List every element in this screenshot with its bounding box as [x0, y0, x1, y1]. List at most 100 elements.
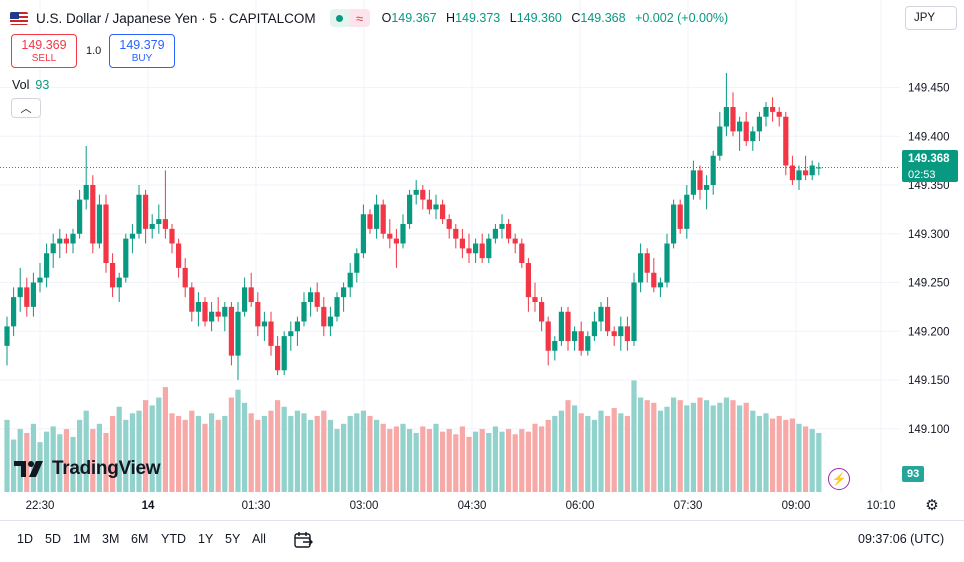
- candle-body: [710, 155, 716, 185]
- candle: [24, 277, 30, 317]
- volume-tag: 93: [902, 466, 924, 482]
- candle-body: [737, 121, 743, 132]
- candle: [176, 238, 182, 278]
- currency-selector[interactable]: JPY: [905, 6, 957, 30]
- candle: [255, 292, 261, 337]
- range-5d-button[interactable]: 5D: [45, 532, 61, 546]
- utc-clock[interactable]: 09:37:06 (UTC): [858, 532, 945, 546]
- candle: [440, 199, 446, 224]
- range-1d-button[interactable]: 1D: [17, 532, 33, 546]
- candle-body: [162, 219, 168, 229]
- volume-bar: [459, 426, 465, 492]
- volume-bar: [525, 431, 531, 492]
- chart-area[interactable]: 149.450 149.400 149.350 149.300 149.250 149.2…: [0, 0, 964, 518]
- candle: [545, 316, 551, 366]
- candle: [11, 287, 17, 337]
- candle-body: [426, 199, 432, 210]
- bar-countdown: 02:53: [908, 169, 936, 181]
- volume-bar: [17, 429, 23, 492]
- price-tick-label: 149.100: [908, 424, 950, 436]
- volume-bar: [387, 429, 393, 492]
- gear-icon[interactable]: ⚙: [925, 497, 939, 514]
- range-3m-button[interactable]: 3M: [102, 532, 120, 546]
- candle: [671, 199, 677, 249]
- buy-price: 149.379: [119, 38, 165, 52]
- time-tick-label: 10:10: [867, 500, 896, 512]
- volume-bar: [578, 413, 584, 492]
- candle-body: [525, 263, 531, 298]
- volume-bar: [558, 410, 564, 492]
- calendar-goto-icon[interactable]: [292, 529, 314, 551]
- candle-body: [756, 116, 762, 132]
- candle: [532, 282, 538, 312]
- range-1m-button[interactable]: 1M: [73, 532, 91, 546]
- sell-button[interactable]: 149.369 SELL: [11, 34, 77, 68]
- candle: [44, 243, 50, 288]
- candlestick-chart[interactable]: 149.450 149.400 149.350 149.300 149.250 149.2…: [0, 0, 964, 518]
- candle-body: [486, 238, 492, 259]
- candle: [341, 282, 347, 312]
- volume-bar: [11, 439, 17, 492]
- candle-body: [598, 306, 604, 322]
- candle-body: [255, 302, 261, 327]
- candle: [611, 326, 617, 346]
- candle-body: [156, 219, 162, 224]
- spread-value: 1.0: [86, 45, 102, 57]
- range-all-button[interactable]: All: [252, 532, 266, 546]
- candle: [209, 302, 215, 332]
- price-tick-label: 149.350: [908, 180, 950, 192]
- candle: [360, 204, 366, 259]
- volume-bar: [294, 410, 300, 492]
- volume-bar: [671, 397, 677, 492]
- lightning-icon[interactable]: ⚡: [828, 468, 850, 490]
- collapse-legend-button[interactable]: ︿: [11, 98, 41, 118]
- tradingview-logo[interactable]: TradingView: [14, 458, 161, 480]
- candle: [169, 224, 175, 254]
- volume-bar: [770, 418, 776, 492]
- volume-bar: [638, 397, 644, 492]
- volume-bar: [644, 400, 650, 492]
- volume-bar: [651, 402, 657, 492]
- candle-body: [466, 248, 472, 254]
- range-5y-button[interactable]: 5Y: [225, 532, 241, 546]
- candle: [294, 316, 300, 346]
- symbol-title[interactable]: U.S. Dollar / Japanese Yen · 5 · CAPITAL…: [36, 10, 316, 26]
- volume-bar: [235, 389, 241, 492]
- volume-bar: [354, 413, 360, 492]
- candle-body: [730, 107, 736, 132]
- candle: [809, 160, 815, 181]
- volume-bar: [268, 410, 274, 492]
- volume-bar: [783, 419, 789, 492]
- buy-button[interactable]: 149.379 BUY: [109, 34, 175, 68]
- volume-bar: [697, 397, 703, 492]
- range-1y-button[interactable]: 1Y: [198, 532, 214, 546]
- volume-bar: [631, 380, 637, 492]
- range-ytd-button[interactable]: YTD: [161, 532, 186, 546]
- range-6m-button[interactable]: 6M: [131, 532, 149, 546]
- candle-body: [651, 272, 657, 288]
- candle-body: [11, 297, 17, 327]
- volume-bar: [281, 406, 287, 492]
- volume-legend[interactable]: Vol 93: [12, 78, 49, 92]
- volume-bar: [255, 419, 261, 492]
- market-status-badge[interactable]: ≈: [329, 9, 370, 27]
- volume-bar: [129, 413, 135, 492]
- market-open-dot-icon: [329, 9, 350, 27]
- volume-bar: [506, 429, 512, 492]
- candle-body: [50, 243, 56, 254]
- candle-body: [83, 185, 89, 200]
- candle: [770, 97, 776, 122]
- open-key: O: [381, 11, 392, 25]
- volume-bar: [413, 432, 419, 492]
- candle-body: [638, 253, 644, 283]
- volume-bar: [717, 402, 723, 492]
- candle: [426, 189, 432, 215]
- volume-bar: [598, 410, 604, 492]
- volume-bar: [539, 426, 545, 492]
- volume-bar: [182, 419, 188, 492]
- candle-body: [664, 243, 670, 283]
- candle-body: [242, 287, 248, 312]
- candle-body: [776, 111, 782, 117]
- volume-bar: [360, 410, 366, 492]
- volume-bar: [176, 415, 182, 492]
